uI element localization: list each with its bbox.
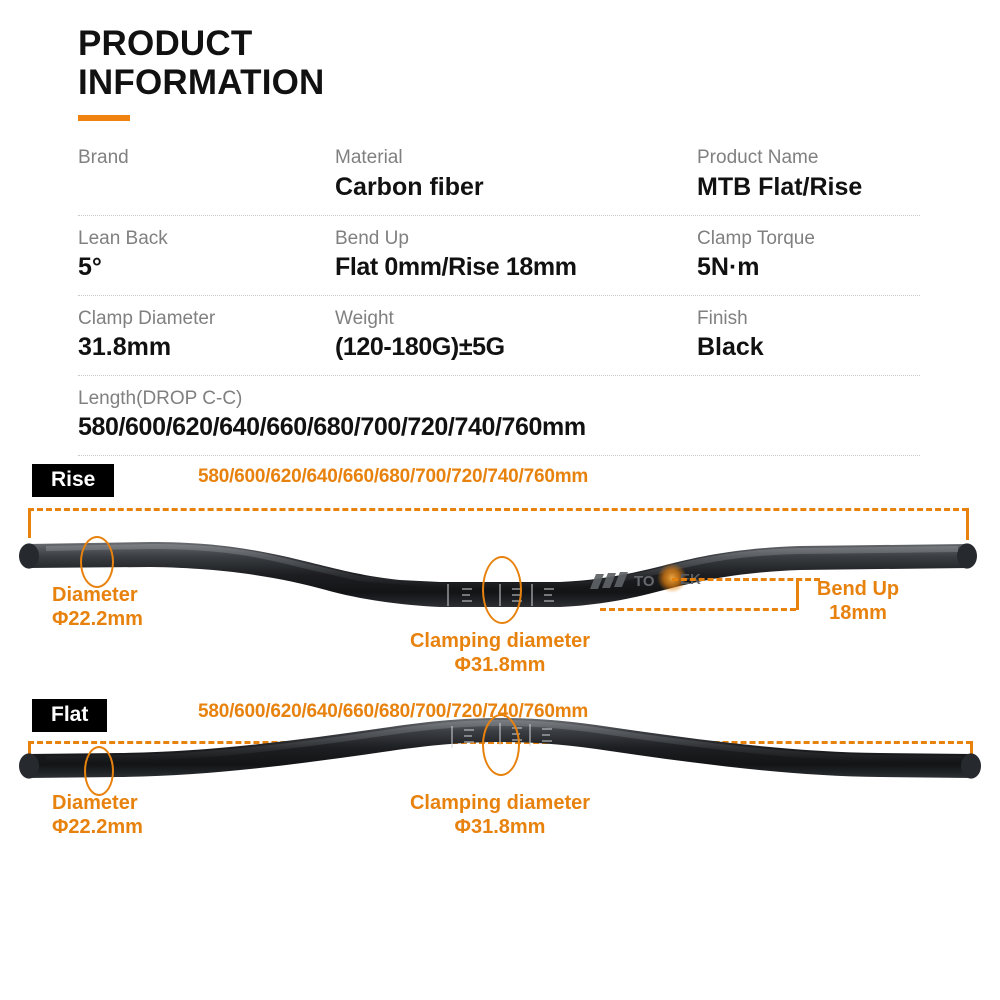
spec-label: Lean Back	[78, 227, 168, 249]
spec-cell-clamp-diameter: Clamp Diameter 31.8mm	[78, 306, 335, 364]
rise-length-tick-left	[28, 507, 31, 538]
table-row: Lean Back 5° Bend Up Flat 0mm/Rise 18mm …	[78, 216, 920, 296]
spec-value: 580/600/620/640/660/680/700/720/740/760m…	[78, 413, 586, 442]
rise-clamping-callout: Clamping diameter Φ31.8mm	[409, 629, 591, 676]
spec-cell-bend-up: Bend Up Flat 0mm/Rise 18mm	[335, 226, 697, 284]
spec-cell-length: Length(DROP C-C) 580/600/620/640/660/680…	[78, 386, 920, 444]
flat-bar-highlight	[46, 719, 962, 762]
spec-value: MTB Flat/Rise	[697, 173, 863, 202]
spec-value: 31.8mm	[78, 333, 172, 362]
flat-diameter-callout: Diameter Φ22.2mm	[52, 791, 143, 838]
spec-cell-lean-back: Lean Back 5°	[78, 226, 335, 284]
page-header: PRODUCT INFORMATION	[0, 0, 1000, 122]
spec-value: Carbon fiber	[335, 173, 484, 202]
flat-clamping-marker	[482, 713, 520, 776]
rise-diameter-marker	[80, 535, 114, 588]
flat-diameter-marker	[84, 745, 114, 796]
flat-clamping-callout: Clamping diameter Φ31.8mm	[409, 791, 591, 838]
flat-bar-body	[28, 717, 972, 778]
spec-value: (120-180G)±5G	[335, 333, 505, 362]
specification-table: Brand Material Carbon fiber Product Name…	[0, 135, 1000, 456]
table-row: Length(DROP C-C) 580/600/620/640/660/680…	[78, 376, 920, 456]
spec-cell-product-name: Product Name MTB Flat/Rise	[697, 145, 940, 203]
flat-diagram: Flat 580/600/620/640/660/680/700/720/740…	[0, 696, 1000, 906]
spec-value: 5N·m	[697, 253, 760, 282]
spec-label: Weight	[335, 307, 394, 329]
spec-label: Length(DROP C-C)	[78, 387, 243, 409]
spec-label: Clamp Diameter	[78, 307, 216, 329]
flat-badge: Flat	[32, 698, 108, 733]
flat-bar-cap-left	[19, 753, 39, 779]
spec-cell-clamp-torque: Clamp Torque 5N·m	[697, 226, 940, 284]
table-row: Clamp Diameter 31.8mm Weight (120-180G)±…	[78, 296, 920, 376]
spec-cell-finish: Finish Black	[697, 306, 940, 364]
spec-label: Material	[335, 147, 403, 169]
spec-label: Product Name	[697, 147, 819, 169]
rise-length-tick-right	[966, 507, 969, 540]
spec-label: Finish	[697, 307, 748, 329]
rise-bar-cap-left	[19, 543, 39, 569]
spec-label: Bend Up	[335, 227, 409, 249]
spec-cell-brand: Brand	[78, 145, 335, 203]
spec-value: Flat 0mm/Rise 18mm	[335, 253, 577, 282]
rise-bendup-guide-lower	[600, 607, 796, 611]
flat-handlebar-illustration	[19, 717, 981, 779]
spec-cell-material: Material Carbon fiber	[335, 145, 697, 203]
rise-handlebar-illustration: TO EK	[19, 541, 977, 607]
spec-value: Black	[697, 333, 764, 362]
rise-diameter-callout: Diameter Φ22.2mm	[52, 583, 143, 630]
rise-clamping-marker	[482, 555, 522, 624]
table-row: Brand Material Carbon fiber Product Name…	[78, 135, 920, 216]
rise-bar-cap-right	[957, 543, 977, 569]
rise-length-caption: 580/600/620/640/660/680/700/720/740/760m…	[198, 465, 589, 487]
rise-bendup-callout: Bend Up 18mm	[816, 577, 900, 624]
rise-badge: Rise	[32, 463, 115, 498]
page-title: PRODUCT INFORMATION	[78, 24, 325, 103]
flat-bar-cap-right	[961, 753, 981, 779]
spec-label: Clamp Torque	[697, 227, 815, 249]
spec-value: 5°	[78, 253, 102, 282]
spec-value	[78, 171, 335, 203]
svg-text:TO: TO	[634, 573, 655, 590]
rise-diagram: Rise 580/600/620/640/660/680/700/720/740…	[0, 456, 1000, 696]
rise-bendup-guide-upper	[672, 577, 820, 581]
rise-bar-highlight	[46, 543, 958, 588]
rise-length-guide-line	[28, 507, 968, 511]
spec-cell-weight: Weight (120-180G)±5G	[335, 306, 697, 364]
accent-bar	[78, 115, 130, 122]
flat-length-caption: 580/600/620/640/660/680/700/720/740/760m…	[198, 700, 589, 722]
rise-bendup-bracket	[796, 577, 799, 610]
spec-label: Brand	[78, 147, 129, 169]
